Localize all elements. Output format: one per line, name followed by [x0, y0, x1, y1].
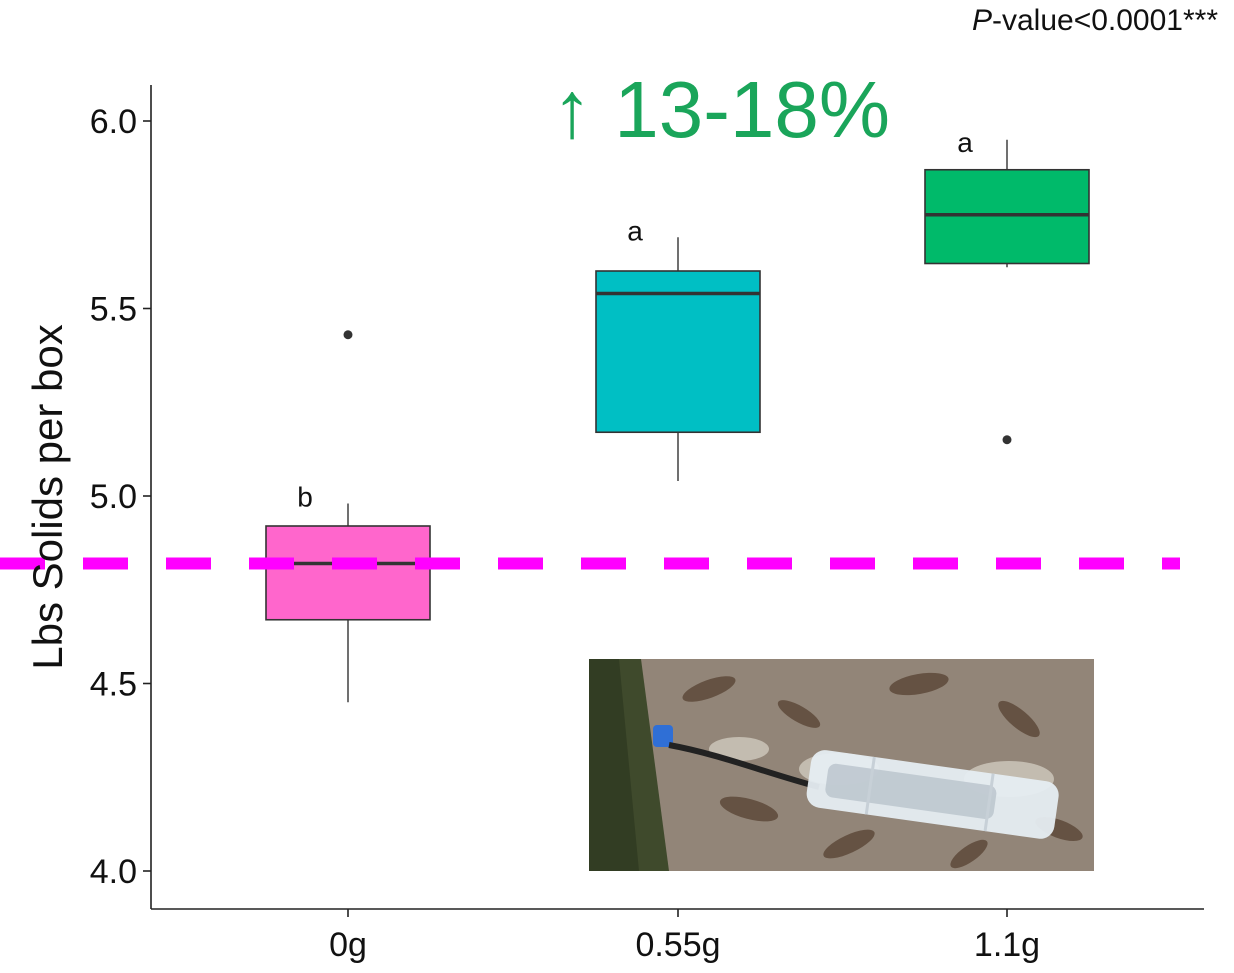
y-ticks: 4.0 4.5 5.0 5.5 6.0	[90, 103, 151, 891]
y-tick-label: 4.0	[90, 853, 137, 891]
group-letter: a	[957, 127, 973, 158]
p-value-letter: P	[971, 4, 992, 37]
x-tick-label: 0.55g	[635, 926, 720, 964]
y-axis-title: Lbs Solids per box	[24, 324, 71, 670]
outlier-point	[343, 330, 353, 340]
outlier-point	[1002, 435, 1012, 445]
group-letter: b	[297, 482, 313, 513]
box-0.55g: a	[595, 215, 761, 481]
dispenser-photo-image	[589, 659, 1094, 871]
y-tick-label: 5.0	[90, 478, 137, 516]
x-ticks: 0g 0.55g 1.1g	[329, 909, 1040, 964]
y-tick-label: 5.5	[90, 291, 137, 329]
group-letter: a	[627, 215, 643, 246]
x-tick-label: 1.1g	[974, 926, 1040, 964]
y-tick-label: 6.0	[90, 103, 137, 141]
p-value-label: P-value<0.0001***	[972, 4, 1218, 38]
x-tick-label: 0g	[329, 926, 367, 964]
box-body	[924, 168, 1090, 265]
y-tick-label: 4.5	[90, 666, 137, 704]
boxes: b a a	[265, 127, 1090, 703]
increase-annotation: ↑ 13-18%	[552, 70, 890, 150]
box-body	[595, 270, 761, 434]
p-value-rest: -value<0.0001***	[991, 4, 1218, 37]
box-0g: b	[265, 330, 431, 703]
increase-text: 13-18%	[614, 65, 890, 154]
inset-photo	[589, 659, 1094, 871]
up-arrow-icon: ↑	[552, 65, 592, 154]
box-1.1g: a	[924, 127, 1090, 445]
box-body	[265, 525, 431, 621]
